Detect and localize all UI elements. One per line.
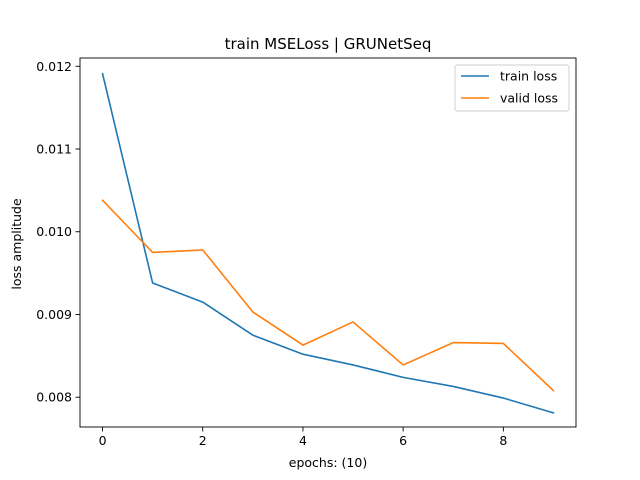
- axes-frame: [79, 57, 577, 428]
- series-line-valid-loss: [101, 199, 555, 392]
- chart-title: train MSELoss | GRUNetSeq: [225, 35, 432, 53]
- plot-area: 0 2 4 6 8 0.008 0.009 0.010 0.011 0.012 train loss…: [36, 57, 577, 448]
- x-tick-label: 0: [99, 433, 107, 448]
- x-axis-label: epochs: (10): [289, 455, 367, 470]
- x-tick-label: 6: [399, 433, 407, 448]
- y-tick-label: 0.012: [36, 59, 72, 74]
- y-tick-label: 0.008: [36, 390, 72, 405]
- series-line-train-loss: [101, 72, 555, 414]
- y-tick-label: 0.010: [36, 224, 72, 239]
- x-tick-label: 4: [299, 433, 307, 448]
- x-tick-label: 2: [199, 433, 207, 448]
- legend-label-valid-loss: valid loss: [500, 91, 558, 106]
- y-tick-label: 0.009: [36, 307, 72, 322]
- legend-label-train-loss: train loss: [500, 69, 557, 84]
- x-tick-label: 8: [499, 433, 507, 448]
- y-axis-label: loss amplitude: [9, 198, 24, 290]
- y-tick-label: 0.011: [36, 142, 72, 157]
